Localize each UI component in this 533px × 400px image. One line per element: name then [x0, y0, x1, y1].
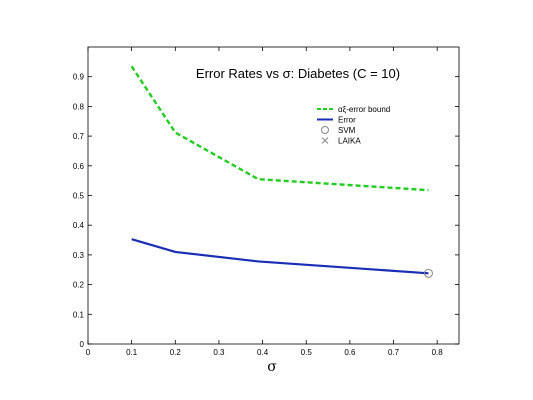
- x-tick-label: 0.7: [388, 348, 400, 357]
- legend-label-3: LAIKA: [338, 137, 361, 146]
- x-tick-label: 0.5: [301, 348, 313, 357]
- legend-label-2: SVM: [338, 126, 356, 135]
- markers: [423, 268, 433, 278]
- x-tick-label: 0.8: [432, 348, 444, 357]
- x-tick-label: 0.2: [170, 348, 182, 357]
- y-tick-label: 0.2: [73, 281, 85, 290]
- x-tick-label: 0.1: [126, 348, 138, 357]
- legend-swatch-3: [321, 137, 329, 144]
- legend-label-1: Error: [338, 116, 356, 125]
- x-tick-label: 0.3: [213, 348, 225, 357]
- x-tick-label: 0.4: [257, 348, 269, 357]
- y-tick-label: 0.4: [73, 221, 85, 230]
- series-line-0: [130, 65, 429, 192]
- y-tick-label: 0.3: [73, 251, 85, 260]
- y-axis: 0 0.1 0.2 0.3 0.4 0.5 0.6 0.7 0.8 0.9: [73, 73, 459, 349]
- y-tick-label: 0.8: [73, 102, 85, 111]
- y-tick-label: 0.6: [73, 162, 85, 171]
- marker-svm: [423, 268, 433, 278]
- y-tick-label: 0.1: [73, 310, 85, 319]
- x-axis-label: σ: [267, 359, 277, 375]
- y-tick-label: 0: [80, 340, 85, 349]
- series-lines: [130, 65, 429, 275]
- x-tick-label: 0: [86, 348, 91, 357]
- y-tick-label: 0.5: [73, 192, 85, 201]
- legend-swatch-2: [321, 126, 329, 134]
- series-line-1: [131, 238, 429, 275]
- x-tick-label: 0.6: [344, 348, 356, 357]
- x-axis: 0 0.1 0.2 0.3 0.4 0.5 0.6 0.7 0.8: [86, 47, 444, 357]
- y-tick-label: 0.7: [73, 132, 85, 141]
- legend-label-0: αξ-error bound: [338, 105, 390, 114]
- y-tick-label: 0.9: [73, 73, 85, 82]
- plot-area: [87, 46, 460, 345]
- chart-title: Error Rates vs σ: Diabetes (C = 10): [196, 66, 400, 81]
